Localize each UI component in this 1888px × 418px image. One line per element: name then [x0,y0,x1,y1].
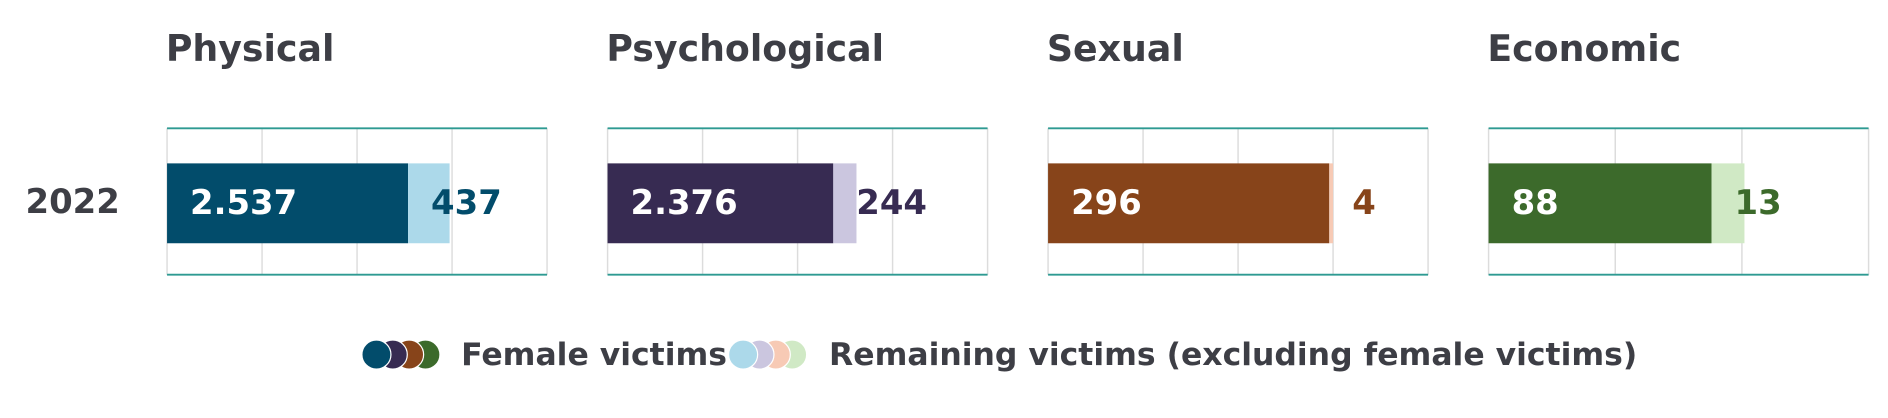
value-label: 13 [1735,183,1782,222]
bar [607,163,834,244]
bar [833,163,857,244]
value-label: 88 [1512,183,1559,222]
panel-title: Sexual [1047,27,1184,70]
bar [167,163,409,244]
bar [1711,163,1745,244]
value-label: 437 [431,183,502,222]
legend-swatch [361,339,392,370]
legend-label: Remaining victims (excluding female vict… [829,337,1637,373]
legend-swatch [727,339,759,370]
bar [1329,163,1334,244]
value-label: 4 [1352,183,1376,222]
value-label: 2.537 [190,183,297,222]
bar [1048,163,1330,244]
panel-title: Economic [1487,27,1681,70]
bar [408,163,450,244]
panel-title: Psychological [606,27,884,70]
bar [1488,163,1712,244]
panel-title: Physical [166,27,335,70]
value-label: 296 [1071,183,1142,222]
category-label: 2022 [26,182,120,221]
value-label: 2.376 [631,183,738,222]
value-label: 244 [856,183,927,222]
legend-label: Female victims [461,337,727,373]
